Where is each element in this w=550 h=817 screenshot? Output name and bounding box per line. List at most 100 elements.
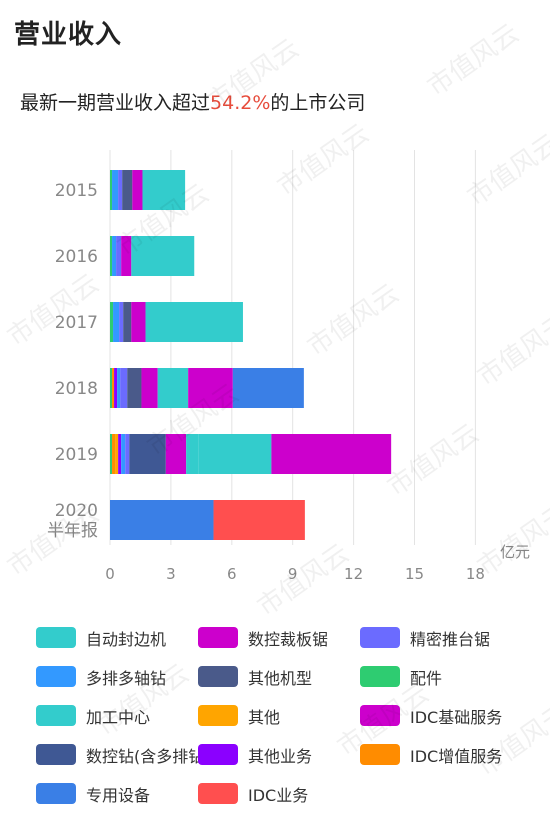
x-tick-label: 6: [227, 565, 237, 583]
legend-label: 多排多轴钻: [86, 668, 167, 688]
bar-segment: [157, 368, 189, 408]
legend-swatch: [360, 627, 400, 648]
legend-label: 配件: [410, 668, 443, 688]
bar-segment: [121, 236, 132, 276]
bar-segment: [232, 368, 304, 408]
legend-swatch: [36, 666, 76, 687]
y-category-label: 2019: [55, 445, 98, 465]
bar-segment: [186, 434, 199, 474]
bar-segment: [141, 368, 158, 408]
x-tick-label: 0: [105, 565, 115, 583]
bar-segment: [118, 434, 122, 474]
x-tick-label: 15: [405, 565, 424, 583]
legend-item: 专用设备: [36, 782, 198, 806]
legend-item: 自动封边机: [36, 626, 198, 650]
bar-segment: [188, 368, 233, 408]
subtitle-highlight: 54.2%: [210, 92, 271, 114]
bar-segment: [112, 368, 115, 408]
bar-segment: [110, 236, 113, 276]
bar-segment: [115, 434, 119, 474]
legend-label: IDC增值服务: [410, 746, 503, 766]
legend-swatch: [36, 783, 76, 804]
bar-segment: [125, 434, 130, 474]
bar-segment: [131, 236, 195, 276]
legend-item: IDC增值服务: [360, 743, 536, 767]
legend-item: 数控钻(含多排钻): [36, 743, 211, 767]
legend-item: 其他机型: [198, 665, 360, 689]
bar-segment: [213, 500, 305, 540]
legend-swatch: [36, 627, 76, 648]
bar-segment: [110, 368, 113, 408]
y-category-label: 2020: [55, 501, 98, 521]
legend-swatch: [360, 744, 400, 765]
bar-segment: [114, 368, 118, 408]
bar-segment: [110, 302, 114, 342]
bar-segment: [121, 434, 126, 474]
y-category-label: 2017: [55, 313, 98, 333]
bar-segment: [116, 236, 122, 276]
legend-swatch: [36, 705, 76, 726]
legend-item: IDC业务: [198, 782, 360, 806]
bar-segment: [131, 302, 146, 342]
bar-segment: [129, 434, 166, 474]
bar-segment: [110, 434, 113, 474]
legend-item: IDC基础服务: [360, 704, 536, 728]
bar-segment: [112, 434, 116, 474]
legend-item: 加工中心: [36, 704, 198, 728]
bar-segment: [110, 170, 113, 210]
legend-item: 其他业务: [198, 743, 360, 767]
legend-label: IDC基础服务: [410, 707, 503, 727]
legend-row: 数控钻(含多排钻) 其他业务 IDC增值服务: [36, 735, 536, 774]
x-tick-label: 9: [288, 565, 298, 583]
legend-row: 自动封边机 数控裁板锯 精密推台锯: [36, 618, 536, 657]
bar-segment: [119, 302, 124, 342]
legend-item: 配件: [360, 665, 536, 689]
legend-swatch: [198, 627, 238, 648]
subtitle-prefix: 最新一期营业收入超过: [20, 92, 211, 114]
legend-label: 数控钻(含多排钻): [86, 746, 211, 766]
legend-label: 数控裁板锯: [248, 629, 329, 649]
legend-row: 多排多轴钻 其他机型 配件: [36, 657, 536, 696]
bar-segment: [132, 170, 143, 210]
bar-segment: [120, 368, 128, 408]
legend-label: 精密推台锯: [410, 629, 491, 649]
chart-legend: 自动封边机 数控裁板锯 精密推台锯 多排多轴钻 其他机型 配件 加工中心 其他 IDC基础服务数…: [36, 618, 536, 813]
legend-label: 专用设备: [86, 785, 151, 805]
section-title: 营业收入: [14, 20, 123, 50]
bar-segment: [110, 500, 214, 540]
legend-swatch: [198, 783, 238, 804]
bar-segment: [165, 434, 187, 474]
bar-segment: [118, 170, 123, 210]
bar-segment: [113, 302, 120, 342]
legend-row: 专用设备 IDC业务: [36, 774, 536, 813]
legend-swatch: [198, 666, 238, 687]
legend-swatch: [198, 744, 238, 765]
legend-swatch: [36, 744, 76, 765]
bar-segment: [145, 302, 243, 342]
legend-item: 多排多轴钻: [36, 665, 198, 689]
chart-subtitle: 最新一期营业收入超过54.2%的上市公司: [20, 88, 365, 115]
y-category-label: 2018: [55, 379, 98, 399]
legend-row: 加工中心 其他 IDC基础服务: [36, 696, 536, 735]
legend-swatch: [360, 705, 400, 726]
bar-segment: [122, 170, 133, 210]
legend-item: 精密推台锯: [360, 626, 536, 650]
legend-label: 其他业务: [248, 746, 313, 766]
legend-label: 自动封边机: [86, 629, 167, 649]
legend-item: 数控裁板锯: [198, 626, 360, 650]
y-category-label: 半年报: [47, 521, 98, 541]
legend-label: 其他: [248, 707, 281, 727]
bar-segment: [112, 236, 117, 276]
legend-label: 其他机型: [248, 668, 313, 688]
bar-segment: [142, 170, 186, 210]
bar-segment: [271, 434, 392, 474]
legend-label: IDC业务: [248, 785, 309, 805]
bar-segment: [127, 368, 142, 408]
unit-label: 亿元: [500, 543, 530, 561]
x-tick-label: 18: [466, 565, 485, 583]
y-category-label: 2016: [55, 247, 98, 267]
legend-label: 加工中心: [86, 707, 151, 727]
subtitle-suffix: 的上市公司: [270, 92, 366, 114]
bar-segment: [123, 302, 132, 342]
